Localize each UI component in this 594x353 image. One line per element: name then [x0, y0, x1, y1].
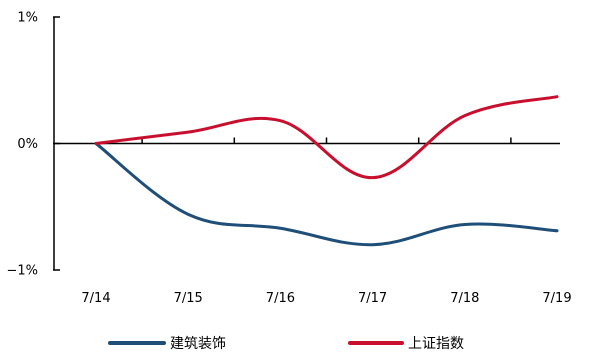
series-layer: [94, 95, 559, 247]
x-tick-label: 7/17: [358, 291, 387, 306]
series-line-2: [94, 95, 559, 180]
x-tick-label: 7/16: [266, 291, 295, 306]
legend-item-1: 建筑装饰: [108, 336, 226, 352]
y-tick-label: −1%: [6, 264, 38, 279]
x-tick-label: 7/18: [450, 291, 479, 306]
y-tick-label: 0%: [17, 137, 38, 152]
legend-label: 上证指数: [408, 336, 464, 352]
x-tick-label: 7/19: [542, 291, 571, 306]
series-line-1: [94, 142, 559, 247]
x-tick-label: 7/15: [174, 291, 203, 306]
axes: 1% 0% −1% 7/14 7/15 7/16 7/17 7/18 7/19: [6, 11, 571, 307]
x-tick-label: 7/14: [81, 291, 110, 306]
legend-item-2: 上证指数: [348, 336, 464, 352]
legend: 建筑装饰 上证指数: [108, 336, 464, 352]
y-tick-label: 1%: [17, 11, 38, 26]
legend-label: 建筑装饰: [170, 336, 226, 352]
